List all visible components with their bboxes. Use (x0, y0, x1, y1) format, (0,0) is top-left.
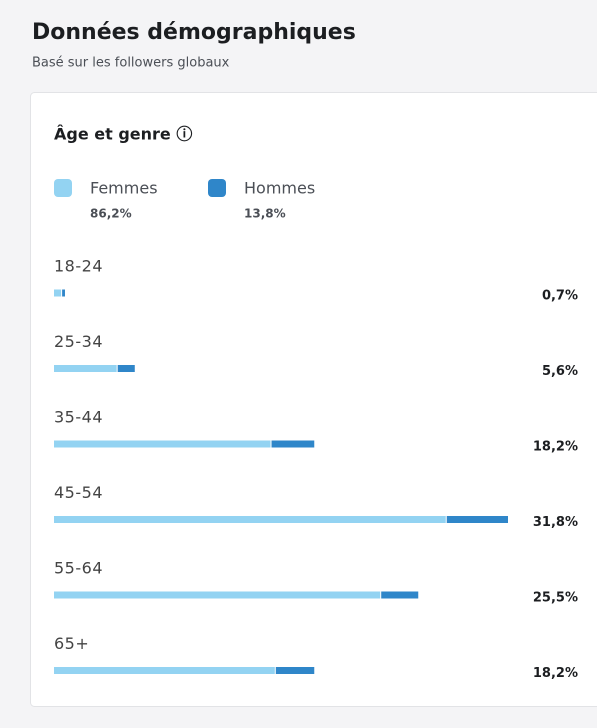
age-label: 25-34 (54, 332, 103, 351)
age-label: 35-44 (54, 408, 103, 427)
bar-segment (275, 667, 315, 674)
legend-label: Hommes (244, 179, 315, 198)
value-label: 25,5% (533, 591, 578, 606)
section-subtitle: Basé sur les followers globaux (32, 56, 230, 71)
bar-segment (54, 440, 271, 448)
age-label: 55-64 (54, 559, 103, 578)
card (30, 92, 597, 707)
legend-label: Femmes (90, 179, 158, 198)
value-label: 0,7% (542, 289, 578, 304)
age-label: 65+ (54, 634, 89, 653)
bar-segment (54, 365, 117, 372)
legend-share: 86,2% (90, 207, 132, 221)
age-label: 18-24 (54, 257, 103, 276)
bar-segment (381, 591, 419, 599)
bar-segment (117, 365, 135, 372)
bar-segment (62, 289, 65, 297)
legend-share: 13,8% (244, 207, 286, 221)
value-label: 5,6% (542, 364, 578, 379)
value-label: 31,8% (533, 515, 578, 530)
legend-swatch (208, 179, 226, 197)
bar-segment (446, 516, 508, 523)
value-label: 18,2% (533, 666, 578, 681)
legend-swatch (54, 179, 72, 197)
section-title: Données démographiques (32, 20, 356, 45)
age-label: 45-54 (54, 483, 103, 502)
value-label: 18,2% (533, 440, 578, 455)
bar-segment (54, 516, 446, 523)
bar-segment (54, 667, 275, 674)
bar-segment (271, 440, 315, 448)
bar-segment (54, 289, 62, 297)
bar-segment (54, 591, 381, 599)
card-title: Âge et genre ⓘ (54, 125, 192, 144)
